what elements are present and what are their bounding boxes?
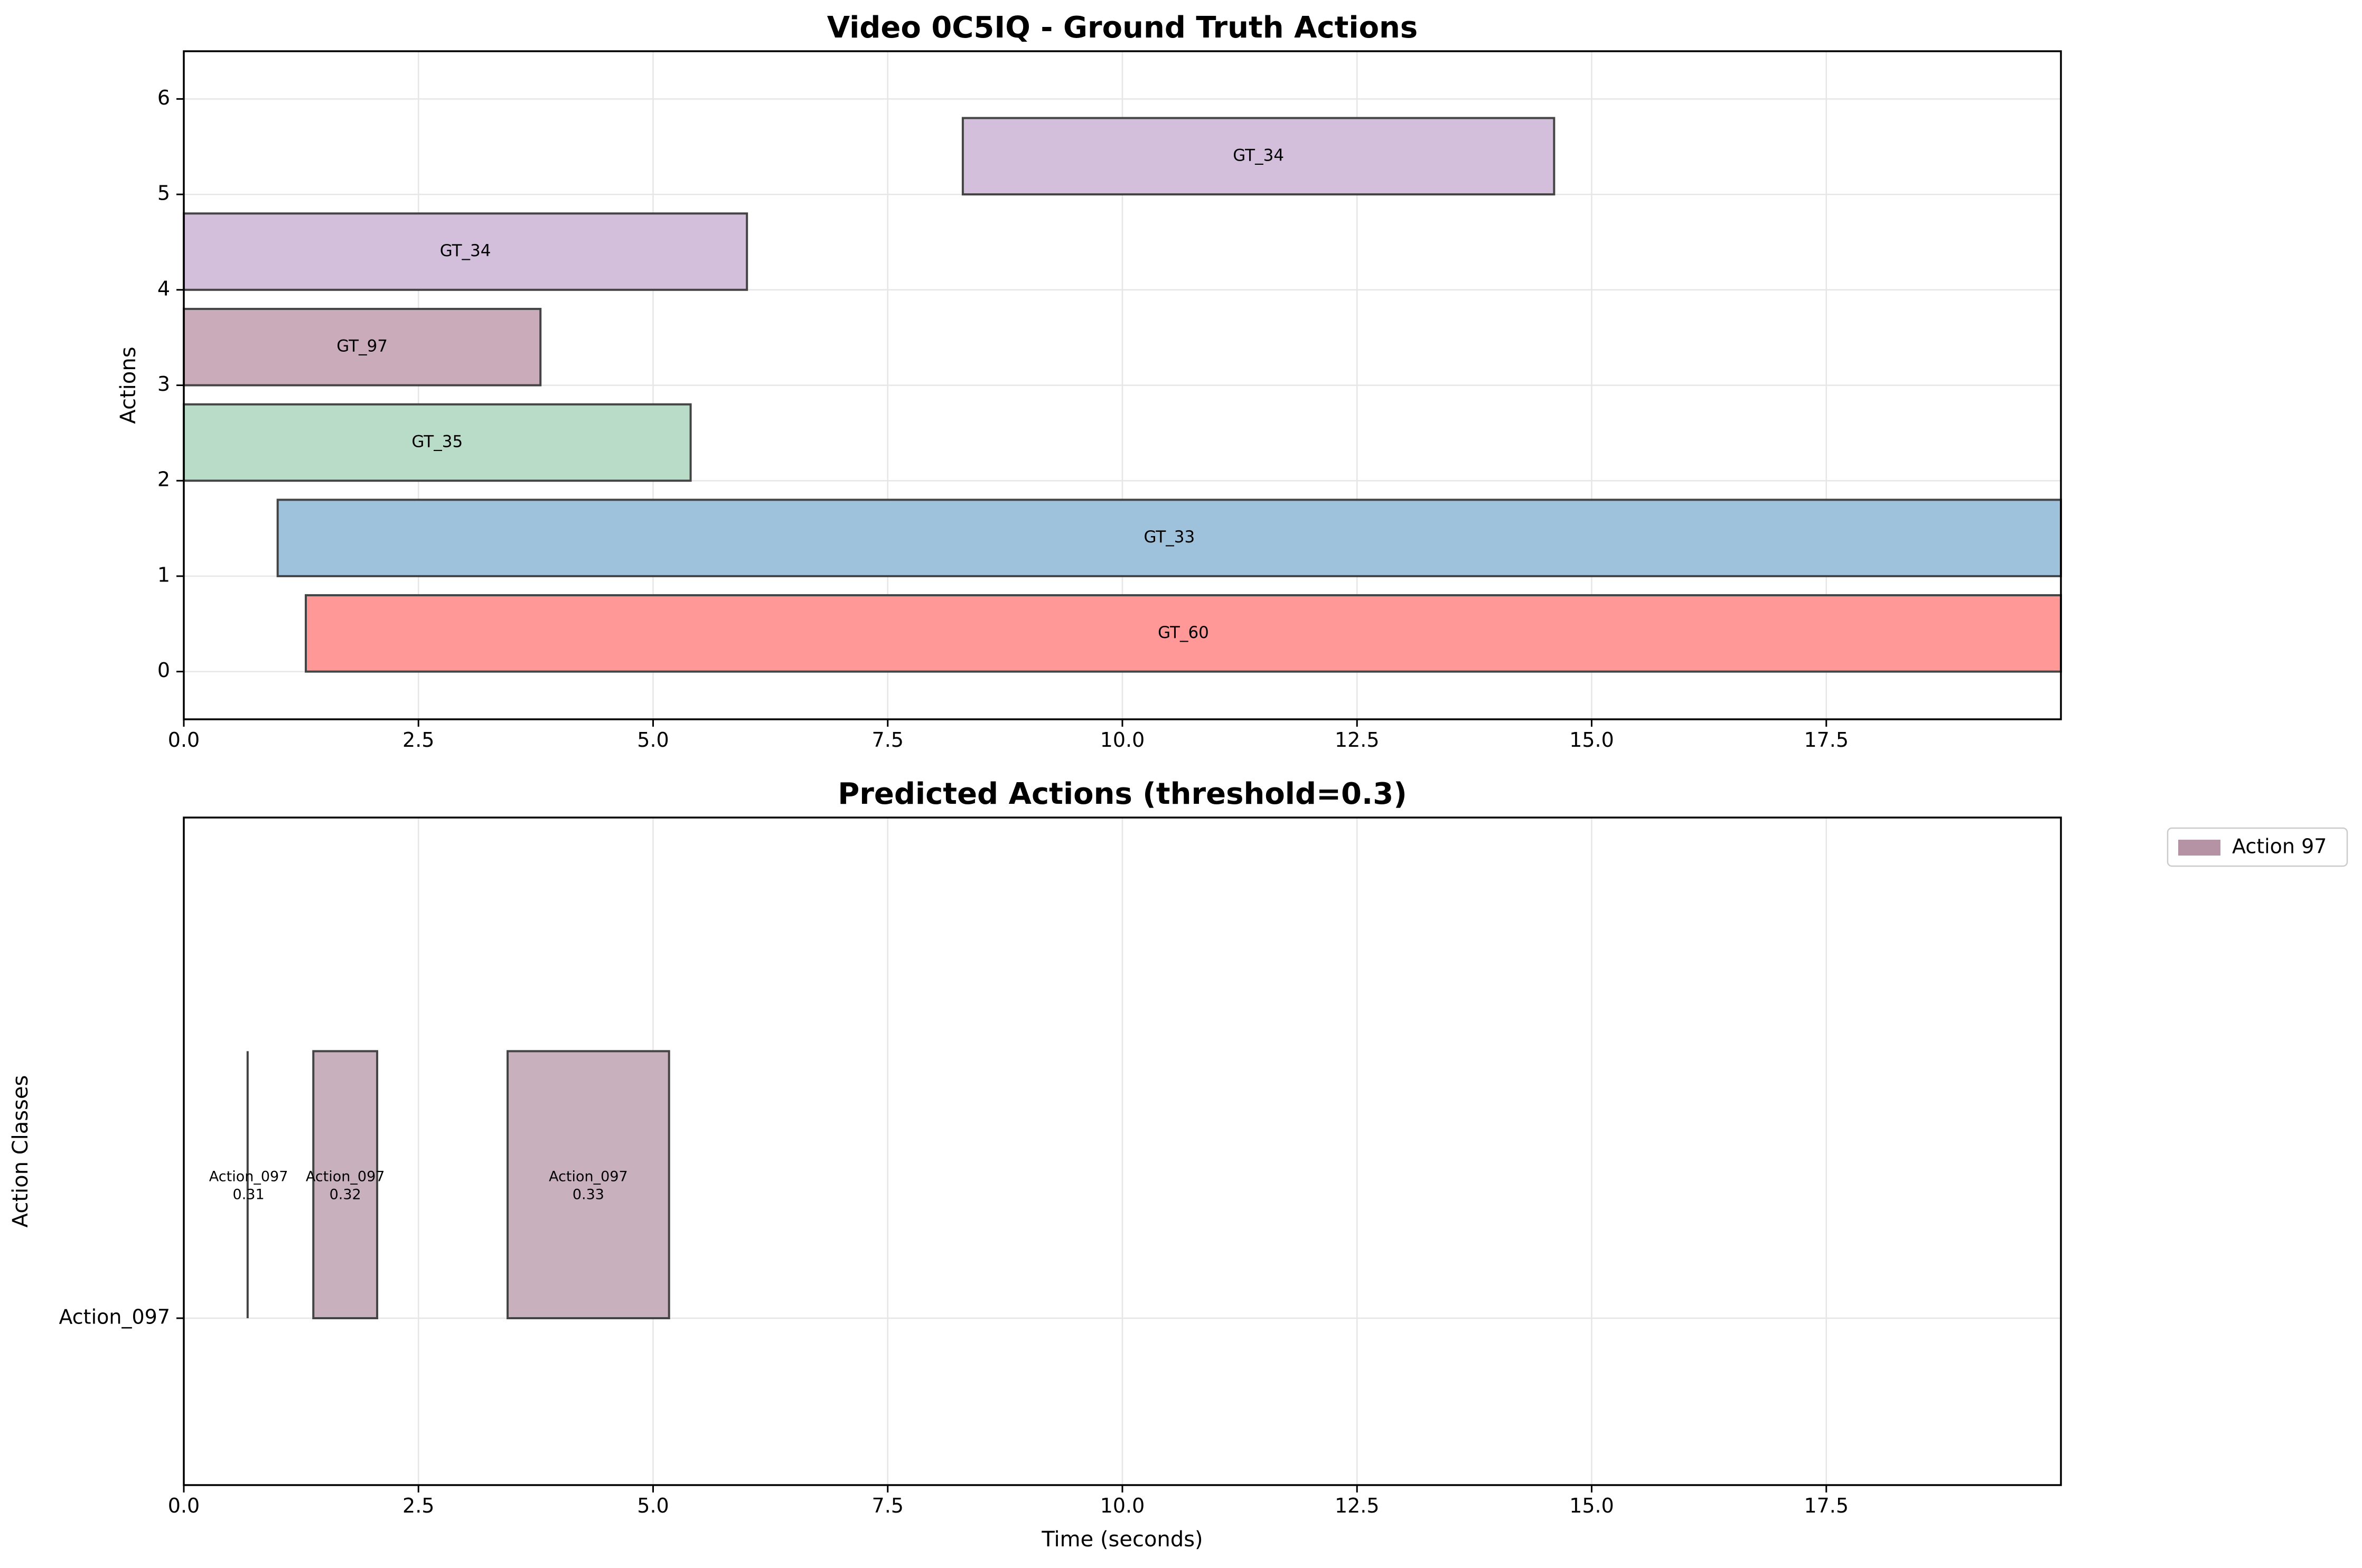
y-axis-label: Actions <box>116 346 140 424</box>
bar-score-label: 0.33 <box>573 1187 604 1203</box>
chart-title: Video 0C5IQ - Ground Truth Actions <box>827 11 1418 45</box>
y-tick-label: Action_097 <box>59 1306 170 1329</box>
legend-swatch <box>2178 840 2220 856</box>
gt-action-bar <box>305 594 2062 673</box>
y-tick-label: 2 <box>157 468 170 491</box>
bar-label: GT_34 <box>440 241 491 260</box>
prediction-bar <box>312 1050 379 1320</box>
bar-score-label: 0.31 <box>233 1187 265 1203</box>
x-tick-label: 15.0 <box>1569 1494 1614 1517</box>
x-tick-label: 12.5 <box>1335 1494 1380 1517</box>
prediction-bar <box>507 1050 670 1320</box>
bar-label: GT_60 <box>1158 623 1209 642</box>
y-tick-label: 0 <box>157 659 170 682</box>
y-axis-label: Action Classes <box>8 1075 33 1228</box>
gt-action-bar <box>961 117 1555 196</box>
gt-action-bar <box>183 307 542 387</box>
x-tick-label: 10.0 <box>1100 728 1145 752</box>
x-tick-label: 12.5 <box>1335 728 1380 752</box>
x-tick-label: 15.0 <box>1569 728 1614 752</box>
x-tick-label: 0.0 <box>168 728 200 752</box>
x-tick-label: 0.0 <box>168 1494 200 1517</box>
x-tick-label: 5.0 <box>637 1494 669 1517</box>
y-tick-label: 4 <box>157 277 170 300</box>
x-tick-label: 10.0 <box>1100 1494 1145 1517</box>
bar-label: Action_097 <box>549 1169 628 1185</box>
y-tick-label: 1 <box>157 563 170 586</box>
gt-action-bar <box>183 403 692 482</box>
x-tick-label: 7.5 <box>872 728 904 752</box>
x-tick-label: 17.5 <box>1804 728 1849 752</box>
x-axis-label: Time (seconds) <box>1041 1527 1203 1552</box>
predicted-panel: Action_097 0.31 Action_097 0.32 Action_097 0.… <box>8 777 2348 1552</box>
ground-truth-panel: GT_60 GT_33 GT_35 GT_97 GT_34 GT_34 0.0 2.5 5.0 7… <box>116 11 2063 752</box>
x-tick-label: 7.5 <box>872 1494 904 1517</box>
legend-box <box>2167 827 2348 867</box>
y-tick-label: 6 <box>157 86 170 109</box>
x-tick-label: 2.5 <box>402 1494 434 1517</box>
legend-entry: Action 97 <box>2232 835 2327 858</box>
bar-label: GT_35 <box>411 432 463 451</box>
bar-label: Action_097 <box>209 1169 288 1185</box>
x-tick-label: 5.0 <box>637 728 669 752</box>
bar-label: GT_97 <box>336 337 388 356</box>
gt-action-bar <box>183 212 748 291</box>
bar-label: Action_097 <box>306 1169 385 1185</box>
bar-label: GT_33 <box>1143 528 1195 547</box>
chart-title: Predicted Actions (threshold=0.3) <box>838 777 1407 811</box>
bar-score-label: 0.32 <box>330 1187 361 1203</box>
x-tick-label: 17.5 <box>1804 1494 1849 1517</box>
x-tick-label: 2.5 <box>402 728 434 752</box>
y-tick-label: 5 <box>157 182 170 205</box>
bar-label: GT_34 <box>1233 146 1284 165</box>
y-tick-label: 3 <box>157 372 170 396</box>
